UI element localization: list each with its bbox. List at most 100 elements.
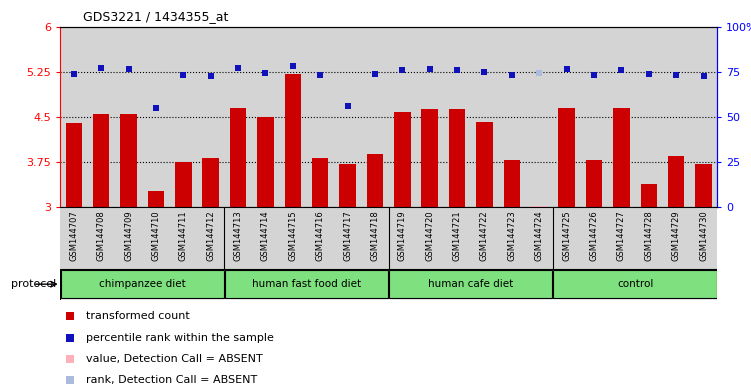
Bar bbox=[553, 270, 716, 298]
Bar bbox=[504, 161, 520, 207]
Bar bbox=[581, 27, 608, 207]
Point bbox=[68, 71, 80, 77]
Bar bbox=[120, 114, 137, 207]
Bar bbox=[531, 205, 547, 207]
Text: GSM144730: GSM144730 bbox=[699, 210, 708, 261]
Point bbox=[64, 356, 76, 362]
Bar bbox=[312, 158, 328, 207]
Point bbox=[560, 66, 572, 72]
Point bbox=[451, 67, 463, 73]
Bar bbox=[613, 108, 629, 207]
Bar bbox=[170, 207, 197, 269]
Bar bbox=[581, 207, 608, 269]
Text: rank, Detection Call = ABSENT: rank, Detection Call = ABSENT bbox=[86, 375, 258, 384]
Text: GSM144716: GSM144716 bbox=[315, 210, 324, 261]
Bar bbox=[197, 27, 225, 207]
Bar bbox=[148, 190, 164, 207]
Bar bbox=[553, 207, 581, 269]
Point bbox=[397, 67, 409, 73]
Point bbox=[506, 72, 518, 78]
Bar bbox=[230, 108, 246, 207]
Text: control: control bbox=[617, 279, 653, 289]
Text: GDS3221 / 1434355_at: GDS3221 / 1434355_at bbox=[83, 10, 228, 23]
Point bbox=[122, 66, 134, 72]
Bar bbox=[421, 109, 438, 207]
Bar bbox=[306, 27, 334, 207]
Bar bbox=[476, 122, 493, 207]
Bar bbox=[142, 27, 170, 207]
Bar bbox=[471, 27, 498, 207]
Text: GSM144714: GSM144714 bbox=[261, 210, 270, 261]
Bar bbox=[553, 27, 581, 207]
Bar bbox=[498, 27, 526, 207]
Bar bbox=[389, 27, 416, 207]
Point bbox=[205, 73, 217, 79]
Bar bbox=[285, 74, 301, 207]
Text: GSM144709: GSM144709 bbox=[124, 210, 133, 261]
Text: GSM144719: GSM144719 bbox=[398, 210, 407, 261]
Bar bbox=[361, 207, 389, 269]
Bar bbox=[61, 270, 224, 298]
Bar bbox=[252, 207, 279, 269]
Bar bbox=[498, 207, 526, 269]
Bar bbox=[690, 207, 717, 269]
Point bbox=[150, 105, 162, 111]
Text: GSM144707: GSM144707 bbox=[69, 210, 78, 261]
Text: human fast food diet: human fast food diet bbox=[252, 279, 361, 289]
Bar bbox=[668, 156, 684, 207]
Bar bbox=[416, 27, 443, 207]
Point bbox=[615, 67, 627, 73]
Bar bbox=[197, 207, 225, 269]
Text: value, Detection Call = ABSENT: value, Detection Call = ABSENT bbox=[86, 354, 263, 364]
Text: protocol: protocol bbox=[11, 279, 56, 289]
Bar bbox=[695, 164, 712, 207]
Text: GSM144715: GSM144715 bbox=[288, 210, 297, 261]
Text: GSM144712: GSM144712 bbox=[207, 210, 216, 261]
Bar bbox=[389, 270, 553, 298]
Point bbox=[64, 313, 76, 319]
Bar bbox=[142, 207, 170, 269]
Text: transformed count: transformed count bbox=[86, 311, 190, 321]
Bar bbox=[416, 207, 443, 269]
Bar bbox=[170, 27, 197, 207]
Bar bbox=[334, 27, 361, 207]
Text: human cafe diet: human cafe diet bbox=[428, 279, 514, 289]
Text: GSM144720: GSM144720 bbox=[425, 210, 434, 261]
Bar bbox=[175, 162, 192, 207]
Point bbox=[95, 65, 107, 71]
Bar bbox=[361, 27, 389, 207]
Text: GSM144717: GSM144717 bbox=[343, 210, 352, 261]
Bar bbox=[635, 27, 662, 207]
Bar bbox=[115, 207, 142, 269]
Text: GSM144710: GSM144710 bbox=[152, 210, 161, 261]
Bar bbox=[641, 184, 657, 207]
Point bbox=[670, 72, 682, 78]
Text: GSM144727: GSM144727 bbox=[617, 210, 626, 261]
Point bbox=[342, 103, 354, 109]
Bar bbox=[339, 164, 356, 207]
Bar bbox=[443, 27, 471, 207]
Text: percentile rank within the sample: percentile rank within the sample bbox=[86, 333, 274, 343]
Point bbox=[64, 334, 76, 341]
Point bbox=[287, 63, 299, 69]
Point bbox=[533, 70, 545, 76]
Text: GSM144722: GSM144722 bbox=[480, 210, 489, 261]
Bar bbox=[252, 27, 279, 207]
Point bbox=[588, 72, 600, 78]
Point bbox=[643, 71, 655, 77]
Text: GSM144721: GSM144721 bbox=[453, 210, 462, 261]
Point bbox=[177, 72, 189, 78]
Bar bbox=[225, 207, 252, 269]
Text: GSM144725: GSM144725 bbox=[562, 210, 571, 261]
Point bbox=[232, 65, 244, 71]
Text: GSM144718: GSM144718 bbox=[370, 210, 379, 261]
Bar bbox=[526, 27, 553, 207]
Bar bbox=[60, 27, 87, 207]
Bar bbox=[93, 114, 110, 207]
Bar bbox=[394, 112, 411, 207]
Bar bbox=[225, 27, 252, 207]
Text: chimpanzee diet: chimpanzee diet bbox=[99, 279, 185, 289]
Bar bbox=[65, 123, 82, 207]
Text: GSM144728: GSM144728 bbox=[644, 210, 653, 261]
Text: GSM144726: GSM144726 bbox=[590, 210, 599, 261]
